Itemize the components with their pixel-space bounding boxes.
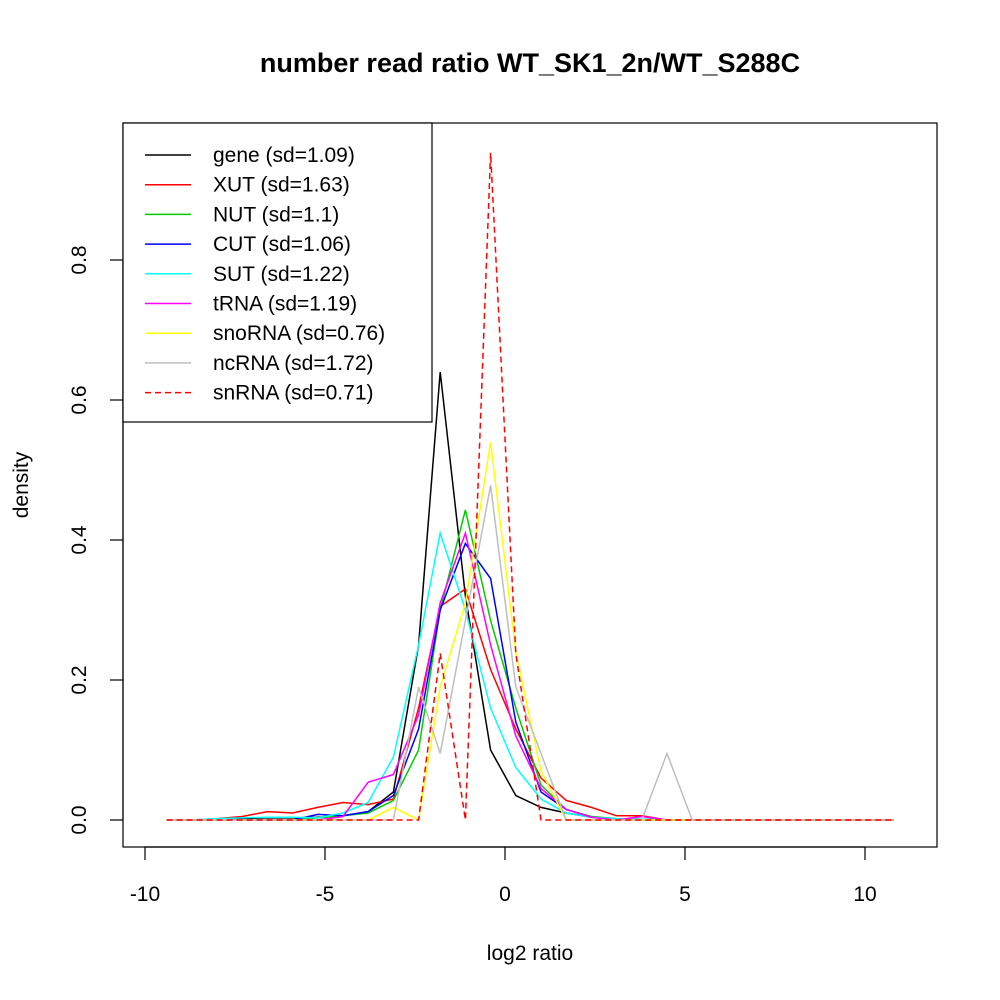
series-line <box>166 541 894 821</box>
x-tick-label: 10 <box>853 883 876 906</box>
series-line <box>166 485 894 821</box>
y-tick-label: 0.8 <box>68 245 91 274</box>
y-axis: 0.0 0.2 0.4 0.6 0.8 <box>68 245 124 835</box>
legend-box <box>122 122 433 423</box>
y-axis-label: density <box>10 451 33 518</box>
legend-label: tRNA (sd=1.19) <box>213 293 357 316</box>
series-line <box>166 530 894 821</box>
x-tick-label: -5 <box>316 883 335 906</box>
x-tick-label: 0 <box>499 883 511 906</box>
series-line <box>166 152 894 821</box>
chart-title: number read ratio WT_SK1_2n/WT_S288C <box>260 48 800 78</box>
legend-label: snRNA (sd=0.71) <box>213 382 374 405</box>
y-tick-label: 0.2 <box>68 665 91 694</box>
series-line <box>166 530 894 821</box>
y-tick-label: 0.0 <box>68 805 91 834</box>
series-line <box>166 509 894 821</box>
legend-label: CUT (sd=1.06) <box>213 233 351 256</box>
legend-label: NUT (sd=1.1) <box>213 203 339 226</box>
legend-label: snoRNA (sd=0.76) <box>213 322 385 345</box>
x-axis-label: log2 ratio <box>487 942 573 965</box>
legend-label: gene (sd=1.09) <box>213 144 355 167</box>
series-lines <box>166 152 894 822</box>
legend-label: XUT (sd=1.63) <box>213 174 350 197</box>
x-axis: -10 -5 0 5 10 <box>130 846 877 906</box>
legend: gene (sd=1.09) XUT (sd=1.63) NUT (sd=1.1) C… <box>122 122 433 423</box>
y-tick-label: 0.6 <box>68 385 91 414</box>
legend-label: ncRNA (sd=1.72) <box>213 352 374 375</box>
y-tick-label: 0.4 <box>68 525 91 555</box>
x-tick-label: -10 <box>130 883 160 906</box>
legend-label: SUT (sd=1.22) <box>213 263 350 286</box>
x-tick-label: 5 <box>679 883 691 906</box>
